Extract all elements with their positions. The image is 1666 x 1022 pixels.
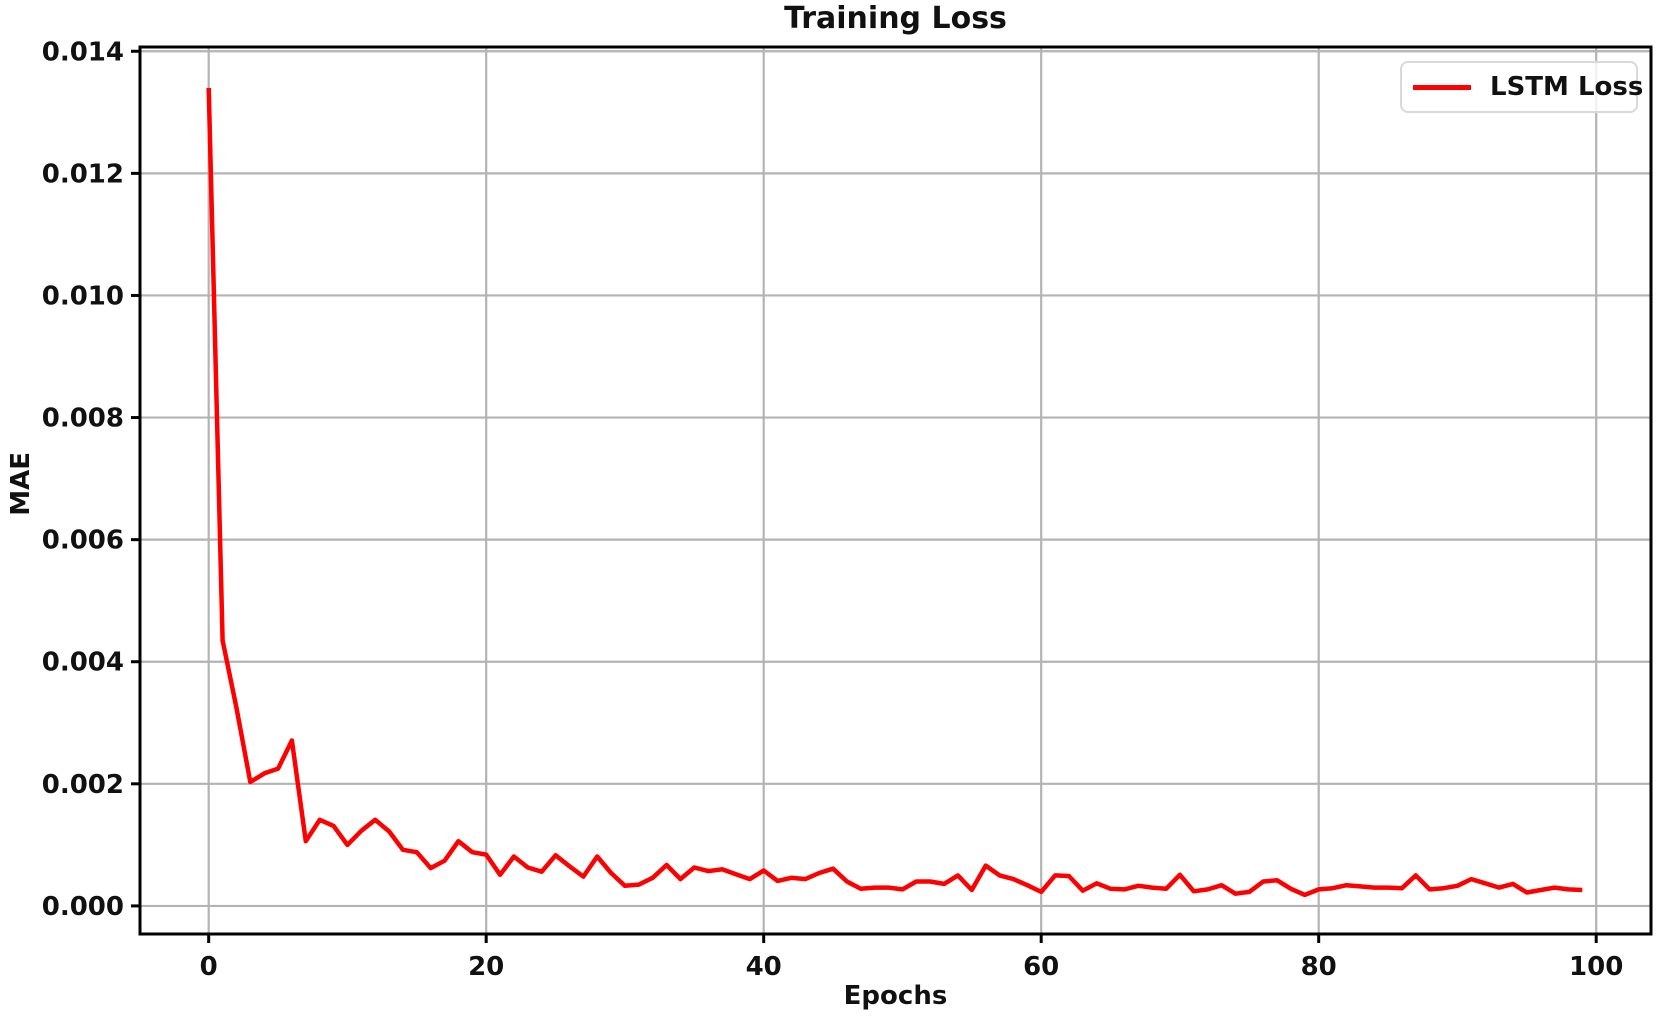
y-tick-label: 0.010 [42,281,124,311]
axes-frame [138,45,1653,936]
legend-label: LSTM Loss [1490,72,1644,102]
x-tick-label: 20 [468,952,504,982]
y-tick-label: 0.000 [42,892,124,922]
y-tick-label: 0.006 [42,526,124,556]
legend: LSTM Loss [1400,61,1643,113]
y-tick-label: 0.012 [42,159,124,189]
x-tick-label: 80 [1301,952,1337,982]
x-tick-label: 0 [200,952,218,982]
legend-line-sample [1413,84,1471,90]
x-tick-label: 60 [1023,952,1059,982]
x-tick-label: 40 [746,952,782,982]
x-axis-label: Epochs [843,981,948,1011]
x-tick-label: 100 [1569,952,1623,982]
y-tick-label: 0.008 [42,404,124,434]
y-tick-label: 0.002 [42,770,124,800]
loss-curve [206,87,1583,898]
y-tick-label: 0.004 [42,648,124,678]
y-tick-label: 0.014 [42,37,124,67]
chart-title: Training Loss [784,1,1007,36]
